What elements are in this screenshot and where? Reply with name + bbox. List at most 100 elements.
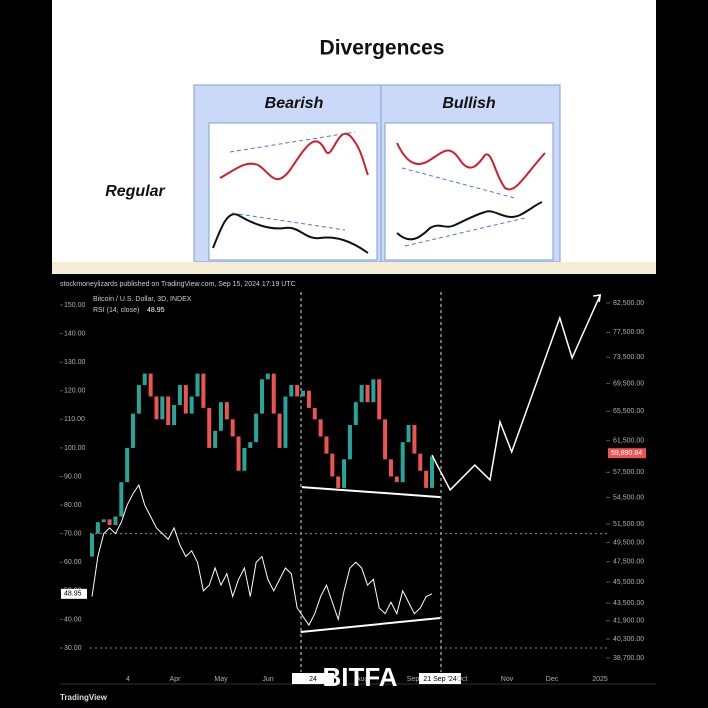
candle (265, 373, 270, 380)
y2-tick-label: 82,500.00 (613, 300, 644, 307)
y-tick-label: 100.00 (64, 445, 86, 452)
column-label: Bullish (442, 95, 496, 112)
y-tick-label: 140.00 (64, 330, 86, 337)
x-tick-label: Aug (356, 676, 369, 683)
y2-tick-label: 57,500.00 (613, 469, 644, 476)
candle (301, 390, 306, 397)
y2-tick-label: 38,700.00 (613, 655, 644, 662)
candle (90, 533, 94, 557)
curve (396, 201, 543, 241)
rsi-divergence (300, 616, 441, 633)
curve (212, 213, 369, 254)
price-box (608, 448, 646, 459)
candle (189, 396, 194, 414)
candle (160, 396, 165, 420)
curve (219, 132, 369, 181)
candle (353, 402, 358, 426)
candle (388, 459, 393, 477)
candle (336, 476, 341, 488)
trend-line (231, 212, 346, 231)
example-box (384, 122, 554, 261)
candle (324, 436, 329, 454)
x-label-box (419, 673, 461, 684)
x-tick-label: Dec (546, 676, 559, 683)
candle (183, 385, 188, 414)
y-tick-label: 30.00 (64, 645, 82, 652)
candle (131, 413, 136, 448)
price-divergence (301, 486, 441, 499)
candle (342, 459, 347, 488)
y-tick-label: 120.00 (64, 388, 86, 395)
y-tick-label: 40.00 (64, 616, 82, 623)
strip (52, 262, 656, 274)
chart-title: Bitcoin / U.S. Dollar, 3D, INDEX (93, 296, 192, 303)
rsi-box (61, 588, 87, 599)
candle (142, 373, 147, 386)
x-tick-label: Apr (170, 676, 182, 683)
y2-tick-label: 41,900.00 (613, 618, 644, 625)
candle (400, 442, 405, 483)
column-label: Bearish (265, 95, 324, 112)
y2-tick-label: 47,500.00 (613, 559, 644, 566)
candle (218, 402, 223, 431)
candle (166, 396, 171, 426)
candle (289, 385, 294, 397)
candle (201, 373, 206, 408)
arrow-head (593, 294, 602, 303)
y2-tick-label: 45,500.00 (613, 579, 644, 586)
candle (119, 482, 124, 517)
y2-tick-label: 73,500.00 (613, 354, 644, 361)
x-tick-label: 4 (126, 676, 130, 683)
x-tick-label: Nov (501, 676, 514, 683)
price-label: 59,890.84 (611, 450, 642, 457)
candle (207, 407, 212, 448)
projection (431, 294, 601, 492)
trend-line (401, 167, 516, 199)
y2-tick-label: 51,500.00 (613, 521, 644, 528)
y2-tick-label: 77,500.00 (613, 329, 644, 336)
y-tick-label: 80.00 (64, 502, 82, 509)
candle (236, 436, 241, 471)
y-tick-label: 130.00 (64, 359, 86, 366)
candle (377, 379, 382, 420)
y2-tick-label: 61,500.00 (613, 438, 644, 445)
candle (95, 522, 100, 534)
candle (213, 430, 218, 448)
candle (248, 442, 253, 448)
candle (418, 453, 423, 471)
indicator-value: 48.95 (147, 307, 165, 314)
y2-tick-label: 65,500.00 (613, 408, 644, 415)
candle (306, 390, 311, 408)
candle (177, 385, 182, 406)
y2-tick-label: 69,500.00 (613, 380, 644, 387)
candle (125, 447, 130, 483)
x-tick-label: 2025 (592, 676, 608, 683)
candle (101, 519, 106, 523)
candle (271, 373, 276, 414)
x-label-box (292, 673, 334, 684)
candle (429, 456, 434, 488)
candle (371, 379, 376, 403)
y-tick-label: 110.00 (64, 416, 85, 423)
candle (172, 405, 177, 426)
candle (254, 413, 259, 443)
candle (283, 396, 288, 448)
candle (136, 385, 141, 414)
y-tick-label: 70.00 (64, 531, 82, 538)
y2-tick-label: 40,300.00 (613, 636, 644, 643)
candle (412, 425, 417, 454)
x-tick-label: 21 Sep '24 (423, 676, 456, 683)
curve (396, 142, 546, 191)
example-box (208, 122, 378, 261)
publisher: stockmoneylizards published on TradingVi… (60, 281, 296, 288)
candle (330, 453, 335, 477)
plot: 30.0040.0050.0060.0070.0080.0090.00100.0… (60, 294, 646, 684)
x-tick-label: Oct (457, 676, 468, 683)
x-tick-label: 24 (309, 676, 317, 683)
indicator: RSI (14, close) (93, 307, 139, 314)
candle (295, 385, 300, 397)
candle (113, 516, 118, 526)
candle (406, 425, 411, 443)
candle (259, 379, 264, 414)
